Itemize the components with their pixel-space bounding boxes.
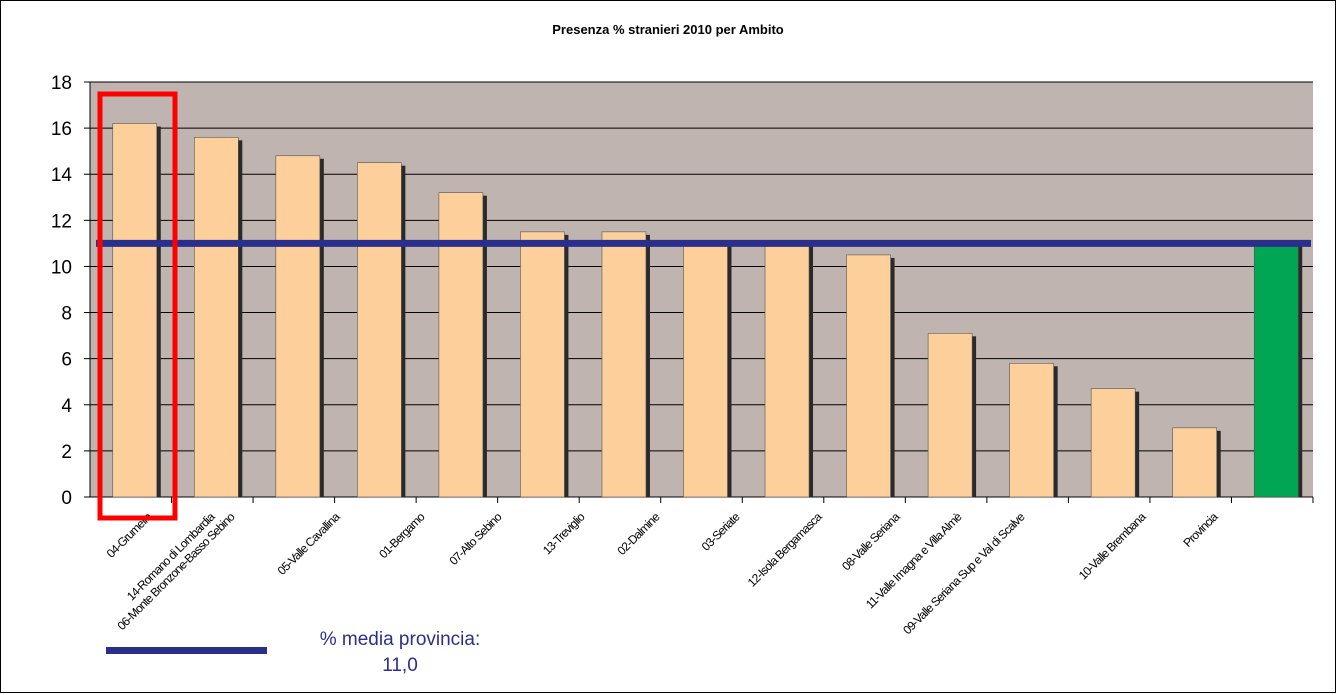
x-tick-label: 03-Seriate (699, 509, 743, 553)
x-tick-label: 08-Valle Seriana (839, 509, 903, 573)
bar (194, 137, 239, 498)
y-tick-label: 6 (61, 350, 72, 371)
bar (1009, 362, 1054, 498)
x-tick-label: 02-Dalmine (614, 509, 662, 557)
x-tick-label: 13-Treviglio (540, 509, 588, 557)
bar (683, 243, 728, 498)
x-tick-label: 07-Alto Sebino (446, 509, 504, 567)
y-tick-label: 8 (61, 304, 72, 325)
y-tick-label: 12 (51, 211, 72, 232)
bar (927, 333, 973, 498)
x-tick-label: Provincia (1180, 509, 1221, 550)
x-tick-label: 10-Valle Brembana (1076, 509, 1149, 582)
chart-title: Presenza % stranieri 2010 per Ambito (552, 22, 784, 37)
bar (1172, 427, 1217, 498)
y-tick-label: 16 (51, 119, 72, 140)
y-tick-label: 2 (61, 442, 72, 463)
y-tick-label: 14 (51, 165, 73, 186)
y-tick-label: 18 (51, 73, 72, 94)
bar (846, 254, 891, 498)
bar (764, 243, 810, 498)
bar (438, 192, 484, 498)
y-tick-label: 10 (51, 257, 72, 278)
x-tick-label: 01-Bergamo (376, 509, 428, 561)
bar (1090, 388, 1136, 498)
highlight-box (97, 91, 178, 521)
bar (357, 162, 402, 498)
bar (1253, 243, 1299, 498)
bar (275, 155, 321, 498)
x-tick-label: 09-Valle Seriana Sup e Val di Scalve (900, 509, 1028, 637)
x-tick-label: 05-Valle Cavallina (275, 509, 343, 577)
y-tick-label: 4 (61, 396, 72, 417)
bar (520, 231, 565, 498)
bar (112, 123, 158, 498)
legend-average-label: % media provincia: 11,0 (319, 629, 481, 676)
bar (601, 231, 647, 498)
y-tick-label: 0 (61, 488, 72, 509)
legend-average-line (106, 647, 267, 654)
x-tick-label: 12-Isola Bergamasca (745, 509, 825, 589)
